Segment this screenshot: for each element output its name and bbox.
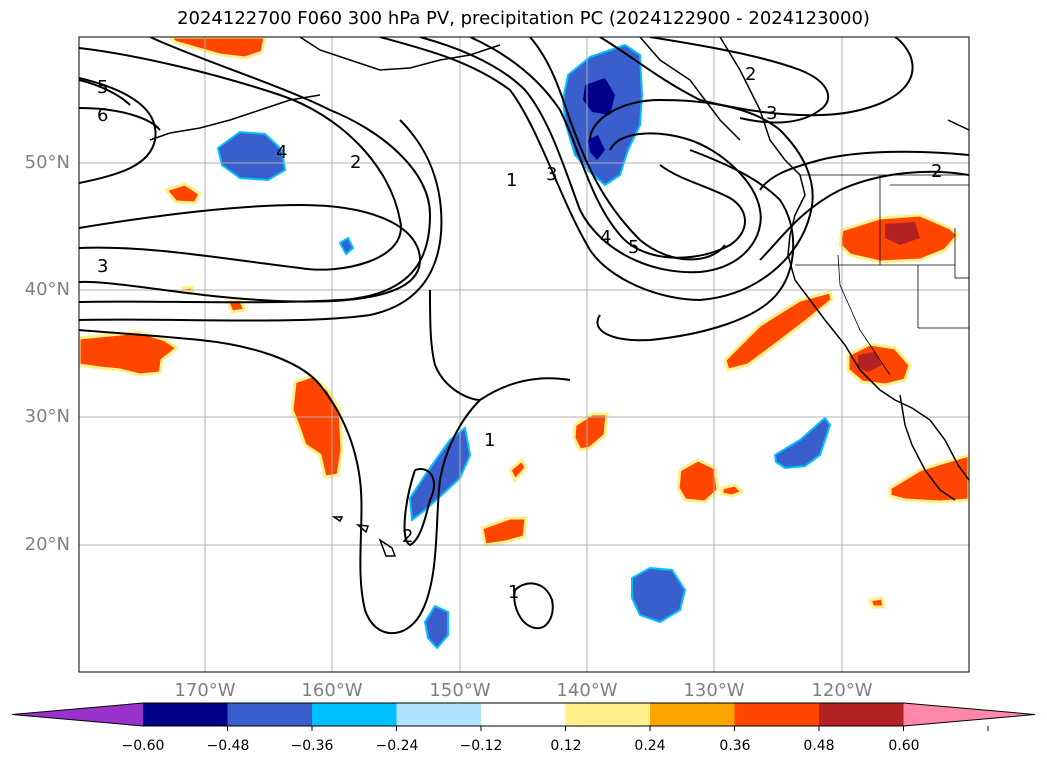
map-title: 2024122700 F060 300 hPa PV, precipitatio…	[177, 8, 870, 29]
lat-label-20n: 20°N	[24, 534, 70, 555]
contour-label: 3	[766, 103, 777, 124]
colorbar-cell	[565, 703, 651, 726]
state-borders	[795, 174, 969, 376]
precip-blob	[888, 453, 969, 504]
colorbar-tick-label: −0.24	[375, 738, 419, 754]
precip-blob	[583, 78, 615, 115]
precip-blob	[338, 236, 355, 256]
colorbar-tick-label: 0.60	[888, 738, 920, 754]
contour-label: 2	[350, 152, 361, 173]
lon-label-150w: 150°W	[429, 680, 491, 701]
colorbar-cell	[312, 703, 397, 726]
colorbar-cell	[481, 703, 566, 726]
colorbar-cell	[734, 703, 820, 726]
contour-label: 1	[484, 430, 495, 451]
contour-label: 5	[628, 237, 639, 258]
precip-blob	[408, 426, 472, 522]
precip-blob	[867, 596, 886, 609]
colorbar-tick-label: −0.48	[206, 738, 250, 754]
colorbar-tick-label: 0.24	[634, 738, 666, 754]
lat-label-50n: 50°N	[24, 152, 70, 173]
precip-blob	[508, 457, 528, 483]
coastlines	[149, 37, 969, 557]
colorbar-extend-high	[903, 703, 1035, 726]
colorbar-tick-label: 0.12	[550, 738, 582, 754]
precip-blob	[216, 130, 287, 182]
precip-blob	[572, 412, 609, 452]
precip-blob	[167, 37, 267, 60]
colorbar-cell	[396, 703, 482, 726]
pv-contours	[79, 37, 969, 635]
lon-label-120w: 120°W	[811, 680, 873, 701]
map-plot-area: 5 6 3 4 2 1 3 4 5 2 3 2 1 2 1	[79, 37, 969, 672]
lat-label-30n: 30°N	[24, 406, 70, 427]
lon-label-170w: 170°W	[174, 680, 236, 701]
colorbar-cell	[819, 703, 904, 726]
colorbar-tick-label: −0.12	[459, 738, 503, 754]
precip-blob	[163, 182, 202, 205]
lon-label-160w: 160°W	[301, 680, 363, 701]
contour-label: 2	[745, 64, 756, 85]
lon-label-130w: 130°W	[683, 680, 745, 701]
gridlines	[79, 37, 969, 672]
precip-blob	[588, 135, 605, 160]
colorbar-outline	[11, 702, 1036, 727]
precip-blob	[773, 416, 832, 470]
contour-label: 5	[97, 77, 108, 98]
contour-label: 1	[506, 170, 517, 191]
precip-blob	[858, 352, 882, 372]
lon-label-140w: 140°W	[556, 680, 618, 701]
contour-labels: 5 6 3 4 2 1 3 4 5 2 3 2 1 2 1	[97, 64, 942, 603]
colorbar	[11, 702, 1036, 731]
colorbar-cell	[143, 703, 228, 726]
colorbar-cell	[227, 703, 313, 726]
contour-label: 1	[508, 582, 519, 603]
colorbar-tick-label: 0.48	[803, 738, 835, 754]
contour-label: 6	[97, 105, 108, 126]
precip-blob	[631, 566, 687, 624]
contour-label: 4	[600, 227, 611, 248]
precip-blob	[885, 222, 920, 245]
precip-blob	[676, 458, 720, 504]
colorbar-tick-label: 0.36	[719, 738, 751, 754]
colorbar-tick-label: −0.60	[121, 738, 165, 754]
contour-label: 2	[402, 526, 413, 547]
colorbar-cell	[650, 703, 735, 726]
plot-frame	[78, 36, 970, 673]
contour-label: 2	[931, 161, 942, 182]
precip-blob	[79, 330, 180, 377]
lat-label-40n: 40°N	[24, 279, 70, 300]
precip-blob	[720, 483, 745, 498]
contour-label: 3	[546, 164, 557, 185]
contour-label: 3	[97, 256, 108, 277]
colorbar-extend-low	[12, 703, 143, 726]
precip-blob	[423, 604, 449, 650]
colorbar-tick-label: −0.36	[290, 738, 334, 754]
contour-label: 4	[276, 142, 287, 163]
